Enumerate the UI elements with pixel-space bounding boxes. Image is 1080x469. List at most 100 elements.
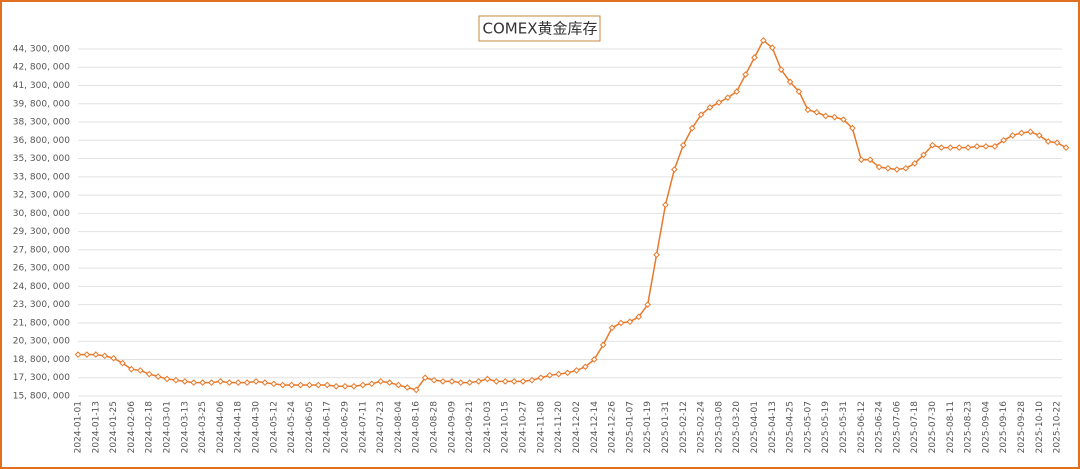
marker [92,351,100,358]
x-tick-label: 2025-09-04 [981,401,991,454]
marker [350,382,358,390]
marker [493,378,500,385]
marker [466,379,473,386]
x-tick-label: 2025-03-08 [714,401,724,454]
y-tick-label: 38, 300, 000 [13,118,71,128]
marker [83,351,91,358]
x-tick-label: 2025-01-31 [661,401,671,453]
marker [261,379,269,386]
marker [733,88,740,95]
marker [822,112,829,120]
marker [457,379,465,386]
y-tick-label: 27, 800, 000 [13,245,71,255]
marker [1062,144,1070,151]
marker [341,382,349,390]
marker [74,351,82,358]
line [78,39,1067,391]
x-tick-label: 2024-11-08 [536,401,546,454]
x-tick-label: 2024-10-27 [519,401,529,453]
x-tick-label: 2024-05-24 [287,401,297,454]
marker [768,44,776,52]
marker [1000,136,1007,144]
marker [181,378,189,385]
marker [599,341,607,349]
y-tick-label: 24, 800, 000 [13,282,71,292]
marker [368,380,376,388]
marker [742,71,749,78]
x-tick-label: 2024-04-18 [234,401,244,454]
marker [421,374,429,382]
marker [804,106,812,114]
marker [332,382,340,390]
y-tick-label: 29, 300, 000 [13,227,71,237]
marker [323,381,331,389]
marker [831,113,838,121]
marker [510,378,518,385]
marker [243,379,251,386]
y-tick-label: 20, 300, 000 [13,337,71,347]
marker [1044,138,1052,145]
marker [564,369,571,377]
marker [884,164,892,172]
marker [190,379,198,386]
x-tick-label: 2025-05-07 [803,401,813,453]
marker [306,381,313,389]
marker [840,116,847,123]
marker [315,381,322,389]
y-tick-label: 32, 300, 000 [13,191,71,201]
chart-title: COMEX黄金库存 [483,20,598,38]
x-tick-label: 2024-07-23 [376,401,386,453]
marker [902,164,910,172]
x-tick-label: 2025-04-01 [750,401,760,453]
marker [679,141,687,149]
marker [724,94,732,101]
marker [288,381,295,389]
marker [279,381,287,389]
marker [938,144,945,151]
marker [573,367,580,374]
y-tick-label: 18, 800, 000 [13,355,71,365]
x-tick-label: 2025-04-13 [768,401,778,453]
marker [528,376,536,384]
x-tick-label: 2025-09-16 [999,401,1009,454]
marker [849,124,856,132]
x-tick-label: 2025-05-19 [821,401,831,454]
y-tick-label: 33, 800, 000 [13,172,71,182]
marker [777,66,785,73]
marker [644,301,651,308]
marker [875,163,883,171]
x-tick-label: 2025-07-30 [928,401,938,454]
x-tick-label: 2025-07-06 [892,401,902,454]
marker [555,370,562,378]
marker [857,156,865,164]
x-tick-label: 2024-12-02 [572,401,582,453]
marker [377,378,384,385]
x-tick-label: 2024-10-15 [501,401,511,453]
marker [991,143,999,150]
marker [1009,132,1016,139]
marker [154,373,162,380]
y-tick-label: 21, 800, 000 [13,318,71,328]
x-tick-label: 2024-09-09 [447,401,457,454]
x-tick-label: 2025-06-12 [857,401,867,453]
x-tick-label: 2024-02-06 [127,401,137,454]
marker [297,381,304,389]
x-tick-label: 2025-08-23 [964,401,974,453]
marker [252,378,260,385]
x-tick-label: 2024-11-20 [554,401,564,454]
x-tick-label: 2024-03-13 [180,401,190,453]
marker [920,151,927,159]
x-tick-label: 2025-10-10 [1035,401,1045,454]
y-tick-label: 44, 300, 000 [13,44,71,54]
x-tick-label: 2024-06-29 [341,401,351,454]
y-tick-label: 17, 300, 000 [13,373,71,383]
marker [946,144,954,151]
marker [439,378,447,385]
x-tick-label: 2024-02-18 [145,401,155,454]
x-tick-label: 2024-10-03 [483,401,493,453]
y-tick-label: 42, 800, 000 [13,63,71,73]
title-box [478,15,601,42]
marker [1035,132,1043,139]
